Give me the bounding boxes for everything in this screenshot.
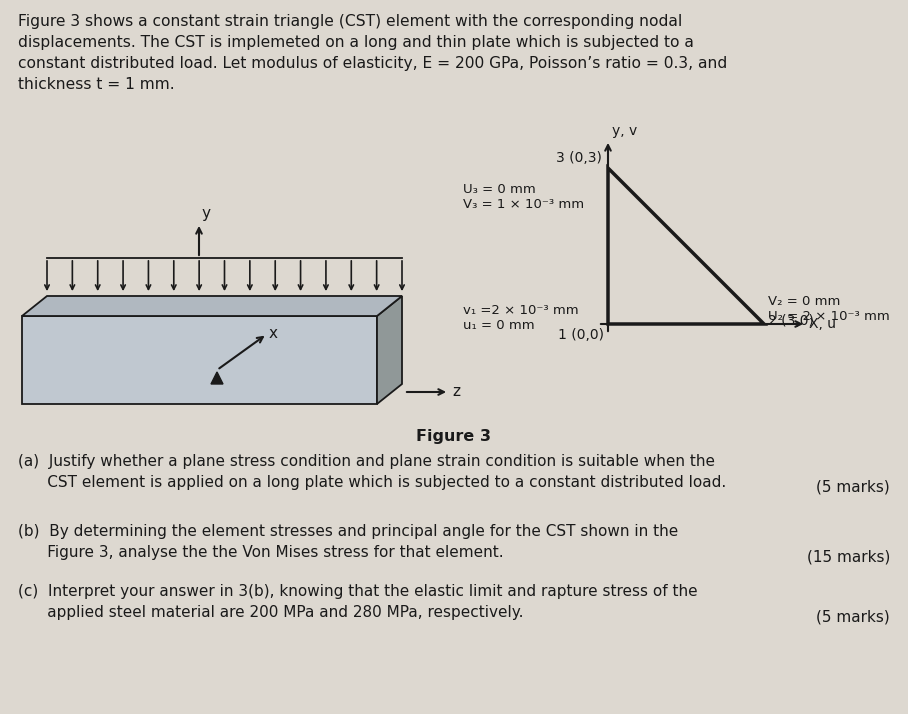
- Text: 1 (0,0): 1 (0,0): [558, 328, 604, 342]
- Polygon shape: [22, 316, 377, 404]
- Text: (5 marks): (5 marks): [816, 480, 890, 495]
- Text: U₂ = 2 × 10⁻³ mm: U₂ = 2 × 10⁻³ mm: [768, 310, 890, 323]
- Text: Figure 3: Figure 3: [417, 429, 491, 444]
- Text: applied steel material are 200 MPa and 280 MPa, respectively.: applied steel material are 200 MPa and 2…: [18, 605, 524, 620]
- Text: (a)  Justify whether a plane stress condition and plane strain condition is suit: (a) Justify whether a plane stress condi…: [18, 454, 715, 469]
- Text: thickness t = 1 mm.: thickness t = 1 mm.: [18, 77, 174, 92]
- Text: X, u: X, u: [809, 317, 836, 331]
- Text: (15 marks): (15 marks): [806, 550, 890, 565]
- Text: displacements. The CST is implemeted on a long and thin plate which is subjected: displacements. The CST is implemeted on …: [18, 35, 694, 50]
- Text: y: y: [202, 206, 211, 221]
- Text: x: x: [269, 326, 278, 341]
- Text: y, v: y, v: [612, 124, 637, 138]
- Text: v₁ =2 × 10⁻³ mm: v₁ =2 × 10⁻³ mm: [463, 304, 578, 317]
- Text: CST element is applied on a long plate which is subjected to a constant distribu: CST element is applied on a long plate w…: [18, 475, 726, 490]
- Text: V₃ = 1 × 10⁻³ mm: V₃ = 1 × 10⁻³ mm: [463, 198, 584, 211]
- Text: V₂ = 0 mm: V₂ = 0 mm: [768, 295, 841, 308]
- Text: (5 marks): (5 marks): [816, 610, 890, 625]
- Text: Figure 3, analyse the the Von Mises stress for that element.: Figure 3, analyse the the Von Mises stre…: [18, 545, 504, 560]
- Text: (b)  By determining the element stresses and principal angle for the CST shown i: (b) By determining the element stresses …: [18, 524, 678, 539]
- Text: constant distributed load. Let modulus of elasticity, E = 200 GPa, Poisson’s rat: constant distributed load. Let modulus o…: [18, 56, 727, 71]
- Polygon shape: [211, 372, 223, 384]
- Text: u₁ = 0 mm: u₁ = 0 mm: [463, 319, 535, 332]
- Text: 2 (3,0): 2 (3,0): [768, 314, 814, 328]
- Text: z: z: [452, 385, 460, 400]
- Polygon shape: [22, 296, 402, 316]
- Polygon shape: [377, 296, 402, 404]
- Text: U₃ = 0 mm: U₃ = 0 mm: [463, 183, 536, 196]
- Text: 3 (0,3): 3 (0,3): [556, 151, 602, 165]
- Text: Figure 3 shows a constant strain triangle (CST) element with the corresponding n: Figure 3 shows a constant strain triangl…: [18, 14, 682, 29]
- Text: (c)  Interpret your answer in 3(b), knowing that the elastic limit and rapture s: (c) Interpret your answer in 3(b), knowi…: [18, 584, 697, 599]
